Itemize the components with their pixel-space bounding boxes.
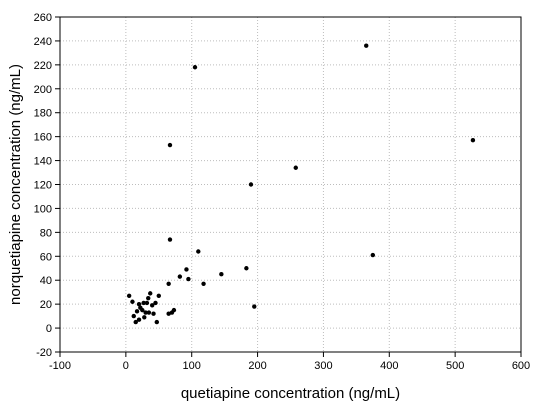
y-tick-label: -20: [36, 347, 52, 359]
y-tick-label: 100: [34, 203, 52, 215]
y-axis-ticks: -20 0 20 40 60 80 100 120 140 160 180 200 220 240 260: [34, 12, 60, 359]
data-point: [370, 252, 376, 258]
data-point: [141, 300, 146, 306]
data-point: [201, 281, 206, 287]
data-point: [136, 301, 142, 307]
y-tick-label: 200: [34, 84, 52, 96]
x-tick-label: 500: [446, 360, 464, 372]
data-point: [140, 307, 145, 313]
y-tick-label: 260: [34, 12, 52, 24]
x-tick-label: 200: [248, 360, 266, 372]
y-tick-label: 220: [34, 60, 52, 72]
x-tick-label: -100: [49, 360, 71, 372]
y-tick-label: 180: [34, 108, 52, 120]
data-point: [133, 319, 138, 325]
data-point: [196, 249, 201, 254]
data-point: [252, 304, 257, 309]
y-tick-label: 120: [34, 180, 52, 192]
data-point: [167, 237, 173, 242]
data-point: [167, 142, 173, 148]
data-point: [144, 300, 150, 306]
x-axis-title: quetiapine concentration (ng/mL): [181, 385, 400, 402]
data-point: [244, 266, 249, 271]
x-tick-label: 100: [183, 360, 201, 372]
data-points: [126, 43, 476, 325]
y-axis-title: norquetiapine concentration (ng/mL): [7, 64, 24, 305]
data-point: [130, 299, 135, 304]
data-point: [184, 267, 189, 272]
y-tick-label: 140: [34, 156, 52, 168]
grid: [60, 17, 521, 352]
data-point: [153, 300, 158, 306]
data-point: [219, 272, 224, 277]
y-tick-label: 80: [40, 227, 52, 239]
data-point: [136, 317, 142, 322]
data-point: [156, 293, 161, 298]
data-point: [142, 315, 147, 320]
data-point: [143, 310, 148, 315]
y-tick-label: 160: [34, 132, 52, 144]
data-point: [186, 276, 191, 282]
x-tick-label: 400: [380, 360, 398, 372]
data-point: [134, 309, 140, 314]
data-point: [177, 274, 183, 279]
data-point: [248, 182, 254, 187]
data-point: [151, 311, 156, 316]
y-tick-label: 60: [40, 251, 52, 263]
data-point: [166, 281, 171, 287]
y-tick-label: 20: [40, 299, 52, 311]
x-tick-label: 0: [123, 360, 129, 372]
y-tick-label: 40: [40, 275, 52, 287]
data-point: [154, 319, 160, 325]
x-tick-label: 600: [512, 360, 530, 372]
data-point: [171, 307, 177, 313]
data-point: [126, 293, 132, 298]
data-point: [293, 165, 298, 170]
data-point: [192, 65, 198, 70]
data-point: [146, 310, 152, 315]
data-point: [131, 313, 136, 319]
data-point: [150, 303, 155, 308]
y-tick-label: 0: [46, 323, 52, 335]
data-point: [148, 291, 153, 296]
data-point: [146, 295, 151, 301]
data-point: [364, 43, 369, 48]
x-axis-ticks: -100 0 100 200 300 400 500 600: [49, 352, 530, 372]
x-tick-label: 300: [314, 360, 332, 372]
y-tick-label: 240: [34, 36, 52, 48]
data-point: [470, 138, 476, 143]
